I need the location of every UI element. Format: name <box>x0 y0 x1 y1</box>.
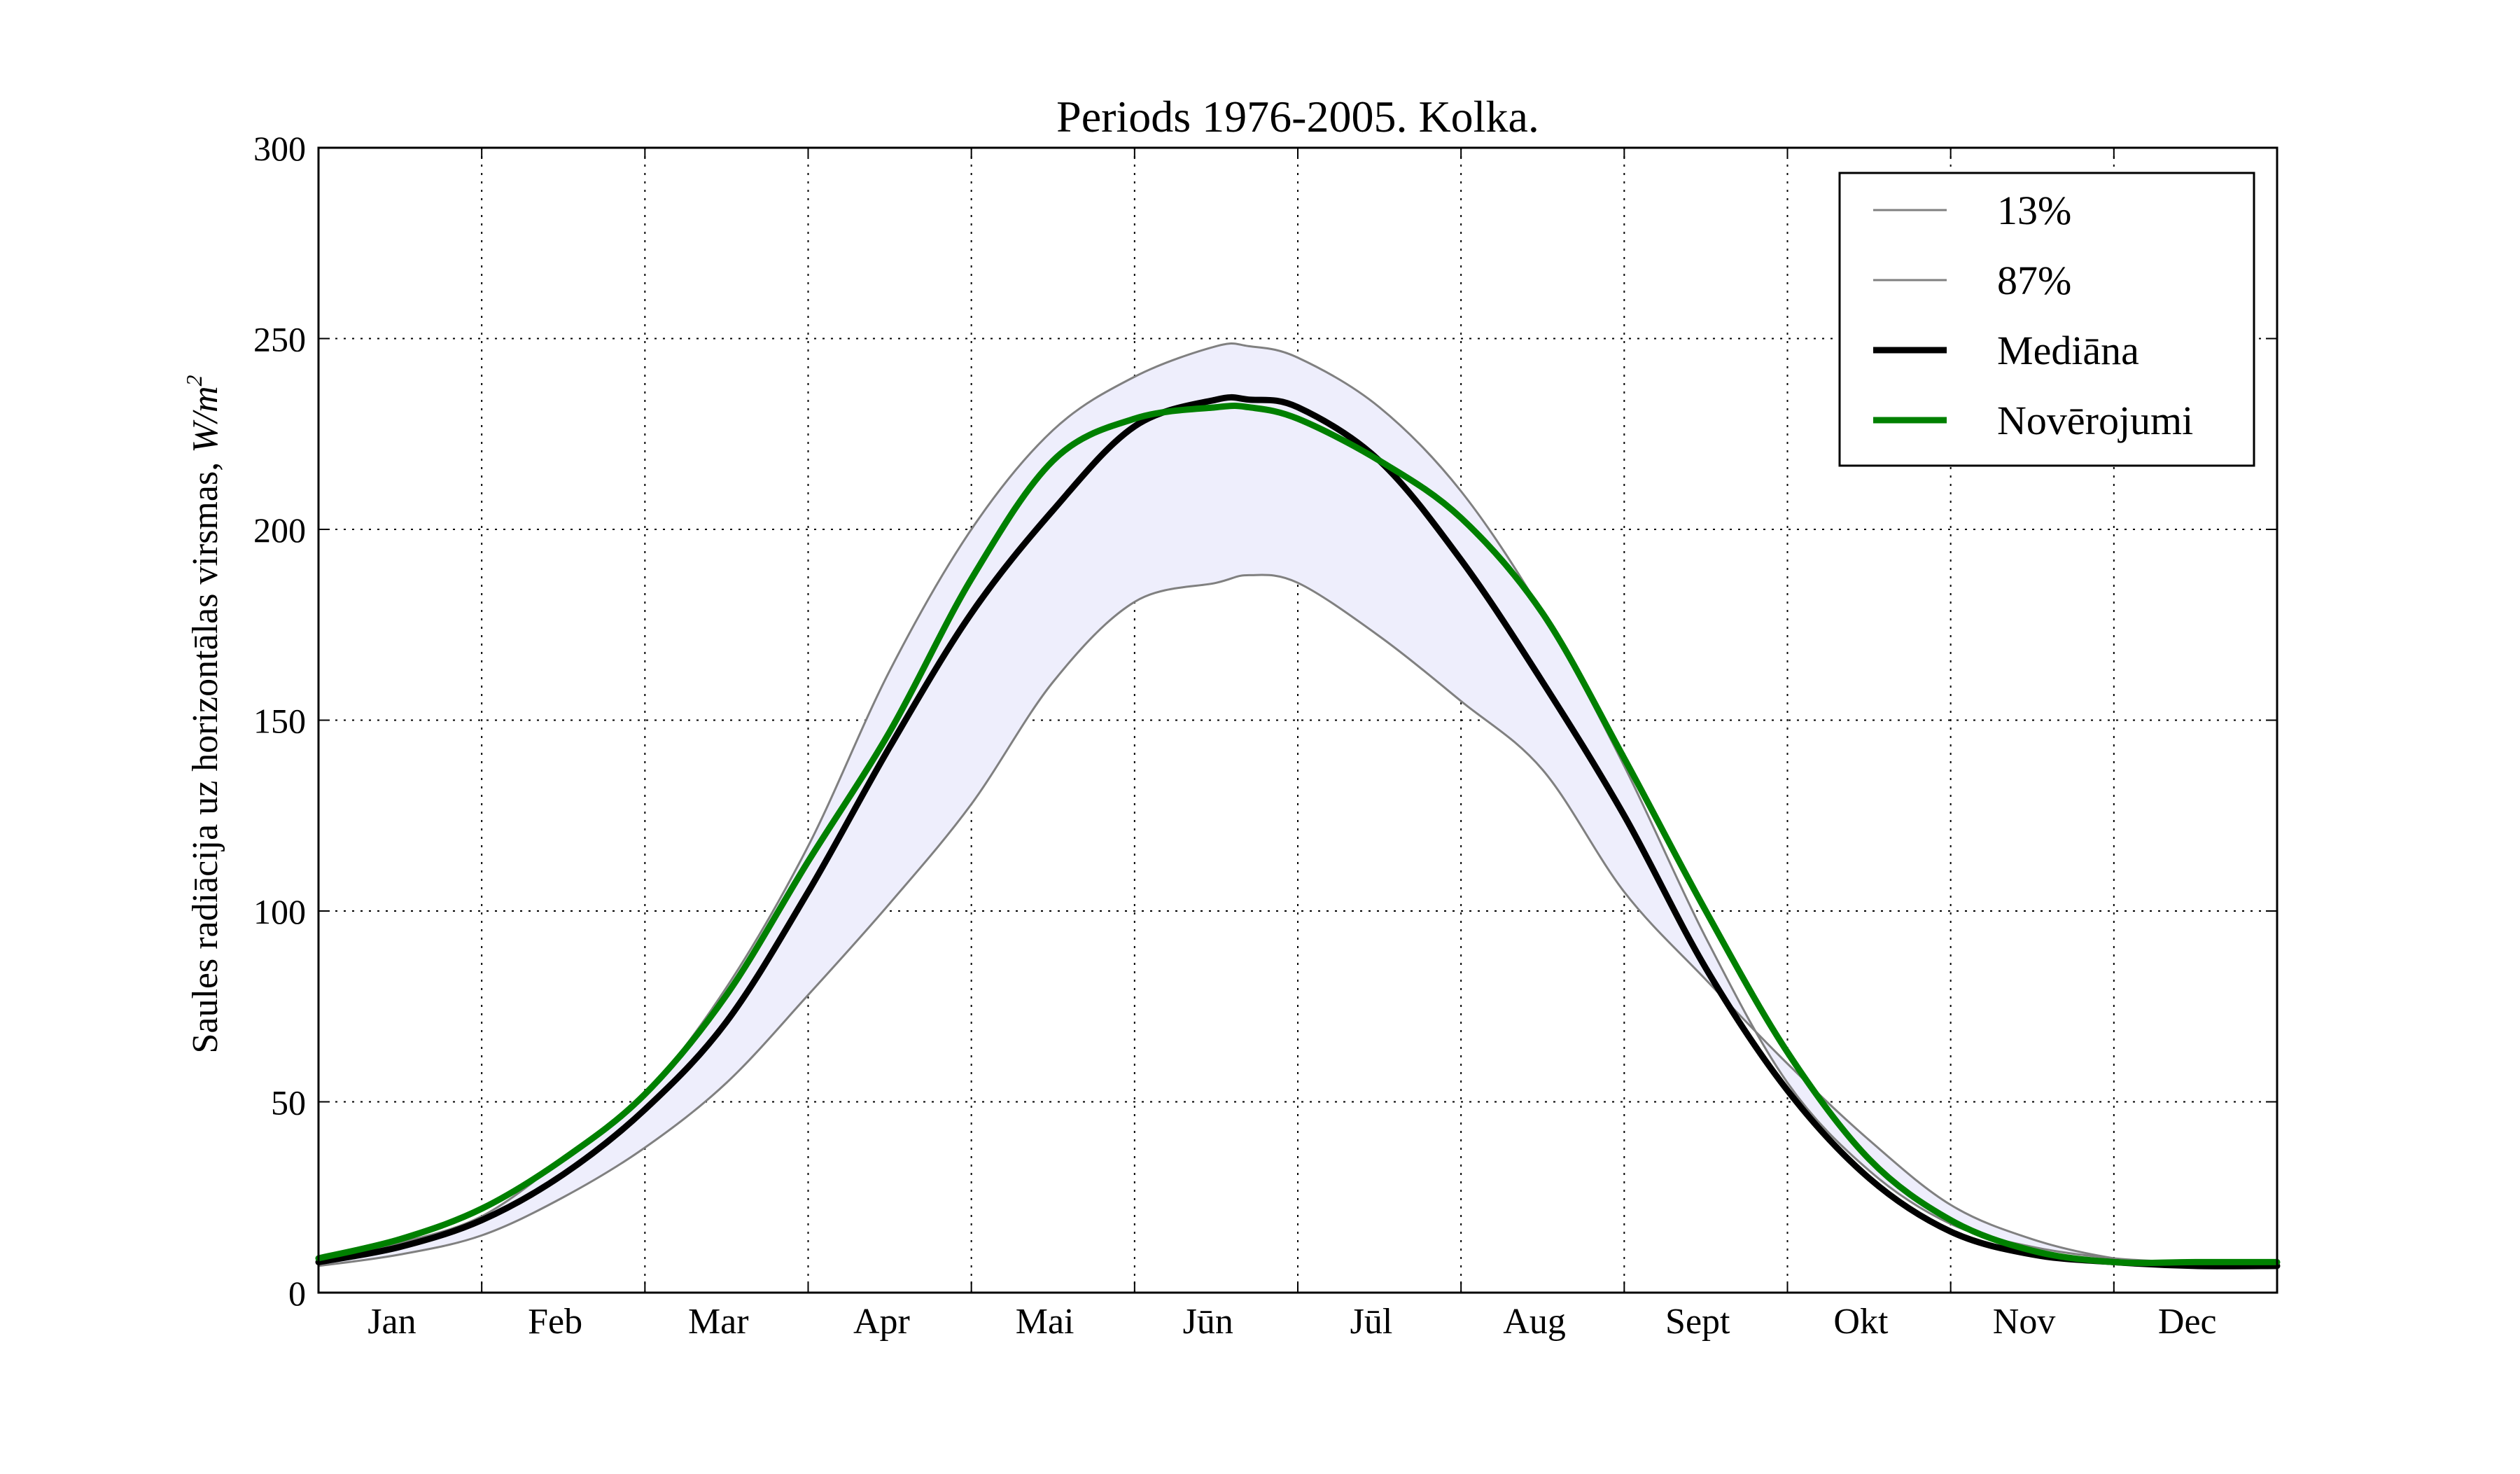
percentile-band <box>318 343 2277 1267</box>
axes: 0 50 100 150 200 250 300 Jan Feb Mar Apr Mai Jūn Jūl A… <box>253 129 2278 1342</box>
chart-title: Periods 1976-2005. Kolka. <box>1056 92 1539 141</box>
series-line-13- <box>317 573 2278 1268</box>
x-tick-label: Mai <box>1016 1302 1074 1342</box>
x-tick-label: Mar <box>688 1302 749 1342</box>
y-axis-label-text: Saules radiācija uz horizontālas virsmas… <box>186 462 225 1054</box>
x-tick-label: Dec <box>2158 1302 2217 1342</box>
x-tick-label: Jan <box>368 1302 416 1342</box>
x-tick-label: Jūn <box>1183 1302 1233 1342</box>
x-tick-label: Jūl <box>1350 1302 1393 1342</box>
series-lines <box>315 342 2281 1270</box>
y-axis-unit-exponent: 2 <box>181 375 206 386</box>
series-line-mediāna <box>315 394 2281 1270</box>
band-fill <box>318 343 2277 1267</box>
x-tick-label: Sept <box>1665 1302 1730 1342</box>
legend: 13% 87% Mediāna Novērojumi <box>1838 172 2255 467</box>
legend-label: 87% <box>1997 258 2071 303</box>
legend-label: Novērojumi <box>1997 398 2193 443</box>
legend-label: 13% <box>1997 188 2071 233</box>
x-tick-label: Feb <box>528 1302 582 1342</box>
y-tick-label: 200 <box>253 510 306 550</box>
y-axis-unit: W/m <box>186 386 225 452</box>
y-tick-label: 300 <box>253 129 306 168</box>
y-axis-label: Saules radiācija uz horizontālas virsmas… <box>181 375 225 1053</box>
y-tick-label: 250 <box>253 320 306 359</box>
y-tick-label: 150 <box>253 702 306 741</box>
x-tick-label: Apr <box>853 1302 910 1342</box>
x-tick-label: Aug <box>1503 1302 1566 1342</box>
x-tick-label: Okt <box>1833 1302 1889 1342</box>
x-tick-label: Nov <box>1993 1302 2056 1342</box>
series-line-novērojumi <box>315 403 2281 1267</box>
legend-box <box>1838 172 2255 467</box>
y-tick-label: 100 <box>253 892 306 931</box>
y-tick-label: 50 <box>271 1083 306 1122</box>
legend-label: Mediāna <box>1997 328 2139 373</box>
y-tick-label: 0 <box>288 1274 306 1313</box>
